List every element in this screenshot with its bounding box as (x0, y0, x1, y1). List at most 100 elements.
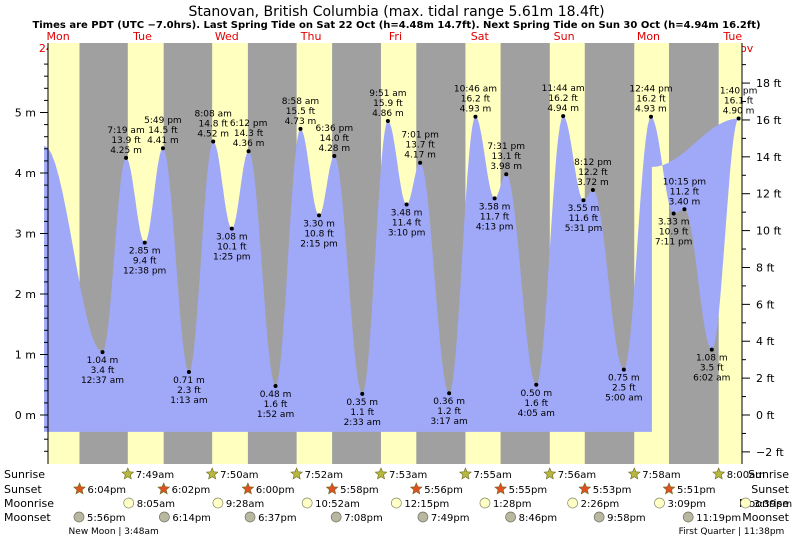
low-tide-mark: 3.30 m10.8 ft2:15 pm (300, 213, 338, 249)
right-tick-label: 14 ft (756, 151, 782, 164)
moonrise-time: 10:52am (315, 499, 360, 510)
sunset-icon (157, 482, 171, 495)
tide-label: 14.8 ft (198, 120, 228, 130)
tide-label: 3.55 m (568, 204, 600, 214)
tide-label: 10:15 pm (663, 177, 706, 187)
tide-label: 1.04 m (87, 356, 119, 366)
sunset-icon (73, 482, 86, 495)
tide-label: 14.0 ft (320, 134, 350, 144)
sunrise-time: 8:00am (727, 470, 765, 481)
moonset-time: 11:19pm (696, 513, 741, 524)
moonrise-icon (567, 497, 578, 509)
tide-label: 7:01 pm (401, 131, 439, 141)
tide-label: 3.72 m (577, 178, 609, 188)
moonrise-icon (654, 497, 665, 509)
sunrise-time: 7:52am (305, 470, 343, 481)
tide-label: 11.4 ft (392, 218, 422, 228)
moonset-icon (73, 511, 85, 523)
tide-label: 4.73 m (285, 117, 317, 127)
sunrise-time: 7:56am (558, 470, 596, 481)
tide-label: 3.08 m (216, 233, 248, 243)
day-weekday: Sat (471, 30, 490, 43)
moonset-icon (505, 511, 516, 523)
tide-label: 6:02 am (693, 374, 730, 384)
right-tick-label: 2 ft (756, 372, 775, 385)
tide-label: 5:49 pm (144, 116, 182, 126)
tide-label: 3:17 am (430, 417, 467, 427)
tide-label: 11.7 ft (480, 212, 510, 222)
right-tick-label: 18 ft (756, 77, 782, 90)
astro-row-label-right: Moonset (742, 511, 789, 524)
left-tick-label: 2 m (15, 288, 36, 301)
moonrise-time: 8:05am (137, 499, 175, 510)
tide-label: 16.2 ft (461, 95, 491, 105)
tide-point (332, 154, 337, 159)
tide-label: 16.1 ft (724, 97, 754, 107)
sunrise-time: 7:55am (473, 470, 511, 481)
low-tide-mark: 3.33 m10.9 ft7:11 pm (655, 211, 692, 248)
sunrise-icon (121, 467, 135, 480)
moonrise-time: 12:15pm (404, 499, 449, 510)
tide-label: 8:58 am (282, 97, 319, 107)
tide-label: 1.08 m (696, 354, 728, 364)
day-weekday: Tue (722, 30, 742, 43)
tide-label: 0.35 m (346, 398, 378, 408)
moonrise-time: 2:26pm (581, 499, 620, 510)
day-weekday: Thu (300, 30, 322, 43)
moonrise-icon (301, 497, 313, 509)
moonset-icon (244, 511, 256, 523)
right-tick-label: 16 ft (756, 114, 782, 127)
tide-area (44, 116, 739, 432)
tide-label: 1.1 ft (350, 408, 374, 418)
tide-label: 0.50 m (520, 389, 552, 399)
day-weekday: Mon (47, 30, 70, 43)
tide-label: 12:38 pm (123, 267, 166, 277)
tide-label: 10:46 am (454, 85, 497, 95)
chart-title: Stanovan, British Columbia (max. tidal r… (188, 4, 604, 20)
moonset-time: 9:58pm (607, 513, 646, 524)
tide-point (590, 187, 595, 192)
tide-point (124, 155, 129, 160)
tide-label: 1.6 ft (264, 400, 288, 410)
tide-label: 0.48 m (260, 390, 292, 400)
tide-label: 4.94 m (547, 104, 579, 114)
tide-label: 2.5 ft (612, 384, 636, 394)
right-tick-label: −2 ft (756, 446, 784, 459)
tide-label: 3.5 ft (700, 364, 724, 374)
tide-point (473, 114, 478, 119)
sunset-icon (494, 482, 508, 495)
sunset-time: 6:00pm (256, 485, 295, 496)
tide-point (385, 118, 390, 123)
tide-label: 2.85 m (129, 247, 161, 257)
tide-point (648, 114, 653, 119)
tide-label: 4:13 pm (476, 222, 514, 232)
left-tick-label: 0 m (15, 409, 36, 422)
tide-point (229, 226, 234, 231)
sunset-time: 5:55pm (509, 485, 548, 496)
sunrise-icon (374, 467, 388, 480)
tide-label: 4.52 m (197, 130, 229, 140)
tide-label: 12:44 pm (629, 85, 672, 95)
tide-label: 6:36 pm (316, 124, 354, 134)
tide-label: 4.17 m (404, 151, 436, 161)
low-tide-mark: 3.08 m10.1 ft1:25 pm (213, 226, 251, 263)
axes: 0 m 1 m 2 m 3 m 4 m 5 m −2 ft 0 ft 2 ft 4 ft 6 ft 8… (15, 43, 784, 464)
tide-label: 10.1 ft (217, 243, 247, 253)
moonset-time: 7:49pm (431, 513, 470, 524)
sunset-icon (409, 482, 423, 495)
tide-label: 11:44 am (542, 84, 585, 94)
sunset-time: 5:58pm (340, 485, 379, 496)
low-tide-mark: 0.71 m2.3 ft1:13 am (170, 370, 208, 406)
tide-point (298, 126, 303, 131)
moon-phase-label: New Moon | 3:48am (69, 527, 159, 537)
tide-point (360, 391, 365, 396)
tide-point (709, 347, 714, 352)
